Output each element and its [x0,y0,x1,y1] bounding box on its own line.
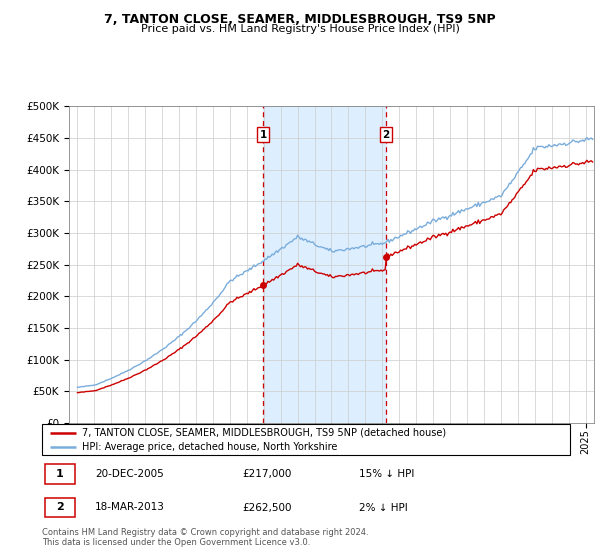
FancyBboxPatch shape [44,464,75,484]
Text: 15% ↓ HPI: 15% ↓ HPI [359,469,414,479]
Text: 2: 2 [382,130,389,140]
Text: 1: 1 [56,469,64,479]
Text: £217,000: £217,000 [242,469,292,479]
Text: £262,500: £262,500 [242,502,292,512]
Text: 2: 2 [56,502,64,512]
Bar [263,106,386,423]
Text: 1: 1 [260,130,267,140]
Text: 2% ↓ HPI: 2% ↓ HPI [359,502,407,512]
Text: 7, TANTON CLOSE, SEAMER, MIDDLESBROUGH, TS9 5NP (detached house): 7, TANTON CLOSE, SEAMER, MIDDLESBROUGH, … [82,427,446,437]
Text: HPI: Average price, detached house, North Yorkshire: HPI: Average price, detached house, Nort… [82,442,337,452]
Text: Price paid vs. HM Land Registry's House Price Index (HPI): Price paid vs. HM Land Registry's House … [140,24,460,34]
Text: 20-DEC-2005: 20-DEC-2005 [95,469,164,479]
Text: 18-MAR-2013: 18-MAR-2013 [95,502,164,512]
FancyBboxPatch shape [42,424,570,455]
FancyBboxPatch shape [44,498,75,517]
Text: 7, TANTON CLOSE, SEAMER, MIDDLESBROUGH, TS9 5NP: 7, TANTON CLOSE, SEAMER, MIDDLESBROUGH, … [104,13,496,26]
Text: Contains HM Land Registry data © Crown copyright and database right 2024.
This d: Contains HM Land Registry data © Crown c… [42,528,368,547]
